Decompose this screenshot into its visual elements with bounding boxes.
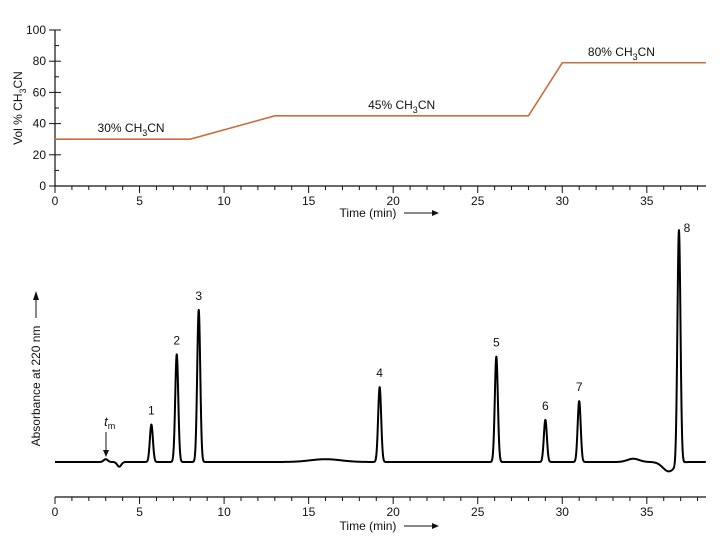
- gradient-y-tick-label: 20: [33, 148, 47, 162]
- peak-label: 6: [542, 399, 549, 413]
- gradient-annotation: 45% CH3CN: [368, 98, 435, 115]
- gradient-chart: 0 5 10 15 20 25 30 35 0 20 40 60 80 100 30% CH3CN 45% …: [11, 23, 706, 220]
- chromatogram-x-tick-label: 30: [556, 505, 570, 519]
- gradient-series-line: [55, 61, 706, 140]
- chromatogram-x-tick-label: 25: [471, 505, 485, 519]
- gradient-x-axis-arrow: [404, 210, 439, 216]
- gradient-y-tick-label: 40: [33, 117, 47, 131]
- chromatogram-x-tick-label: 15: [302, 505, 316, 519]
- gradient-x-tick-label: 15: [302, 194, 316, 208]
- gradient-x-tick-label: 0: [52, 194, 59, 208]
- gradient-annotation: 30% CH3CN: [98, 121, 165, 138]
- peak-label: 1: [148, 404, 155, 418]
- gradient-y-tick-label: 60: [33, 85, 47, 99]
- gradient-annotations: 30% CH3CN 45% CH3CN 80% CH3CN: [98, 45, 655, 138]
- peak-label: 3: [195, 289, 202, 303]
- gradient-y-tick-label: 100: [26, 23, 46, 37]
- peak-label: 4: [376, 366, 383, 380]
- chromatogram-x-tick-label: 20: [387, 505, 401, 519]
- void-time-arrow: [103, 432, 109, 457]
- chromatogram-x-tick-label: 5: [136, 505, 143, 519]
- gradient-ticks: 0 5 10 15 20 25 30 35 0 20 40 60 80 100: [26, 23, 699, 208]
- gradient-x-tick-label: 5: [136, 194, 143, 208]
- void-time-label: tm: [104, 414, 115, 431]
- peak-label: 2: [173, 333, 180, 347]
- chromatogram-y-axis-arrow: [33, 291, 39, 318]
- chromatogram-x-axis-arrow: [404, 523, 439, 529]
- gradient-x-tick-label: 20: [387, 194, 401, 208]
- chromatogram-peak-labels: tm 1 2 3 4 5 6 7 8: [104, 221, 690, 431]
- peak-label: 5: [493, 336, 500, 350]
- gradient-x-tick-label: 25: [471, 194, 485, 208]
- gradient-y-tick-label: 0: [39, 179, 46, 193]
- gradient-x-axis-label: Time (min): [340, 206, 397, 220]
- gradient-annotation: 80% CH3CN: [588, 45, 655, 62]
- gradient-y-tick-label: 80: [33, 54, 47, 68]
- chromatogram-x-tick-label: 35: [640, 505, 654, 519]
- gradient-y-axis-label: Vol % CH3CN: [11, 71, 28, 145]
- chromatogram-x-axis-label: Time (min): [340, 519, 397, 533]
- chromatogram-ticks: 0 5 10 15 20 25 30 35: [52, 497, 699, 519]
- gradient-x-tick-label: 30: [556, 194, 570, 208]
- peak-label: 8: [684, 221, 691, 235]
- chromatogram-y-axis-label: Absorbance at 220 nm: [29, 326, 43, 447]
- chromatogram-chart: 0 5 10 15 20 25 30 35 tm 1 2 3 4 5 6 7 8 Absorbance at …: [29, 221, 707, 533]
- chromatogram-x-tick-label: 10: [217, 505, 231, 519]
- gradient-x-tick-label: 10: [217, 194, 231, 208]
- peak-label: 7: [576, 380, 583, 394]
- chromatogram-x-tick-label: 0: [52, 505, 59, 519]
- chromatogram-trace: [54, 229, 707, 473]
- gradient-x-tick-label: 35: [640, 194, 654, 208]
